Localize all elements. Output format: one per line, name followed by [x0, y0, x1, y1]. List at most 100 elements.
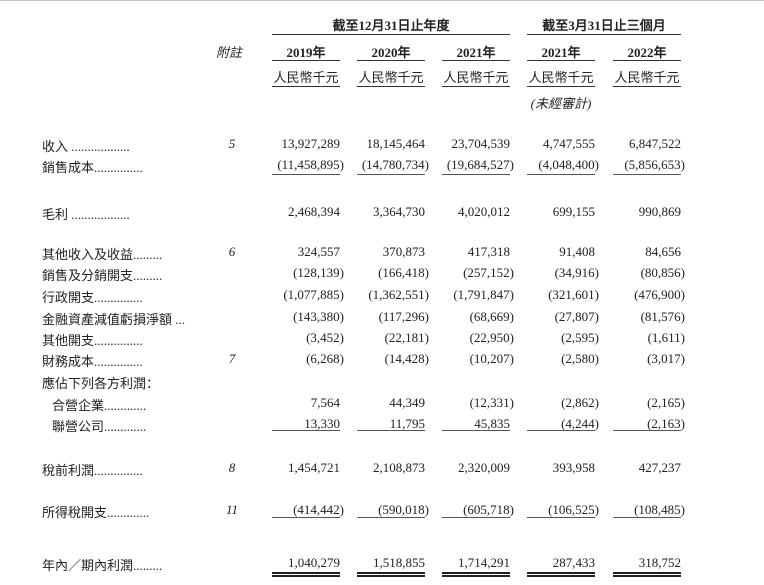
- subtotal-rule: [613, 174, 681, 175]
- note-header: 附註: [216, 45, 243, 60]
- row-value: 1,518,855: [373, 555, 425, 570]
- row-value: 1,714,291: [458, 555, 510, 570]
- divider: [272, 34, 510, 35]
- row-value: 4,747,555: [543, 136, 595, 151]
- row-value: 3,364,730: [373, 204, 425, 219]
- row-value: (2,165): [647, 395, 685, 410]
- row-label: 其他收入及收益.........: [42, 247, 163, 262]
- row-value: (590,018): [378, 502, 429, 517]
- subtotal-rule: [357, 517, 425, 518]
- row-value: (3,017): [647, 351, 685, 366]
- column-currency: 人民幣千元: [358, 70, 424, 85]
- total-double-rule: [442, 572, 510, 577]
- row-value: 417,318: [467, 244, 510, 259]
- subtotal-rule: [442, 430, 510, 431]
- row-value: 287,433: [552, 555, 595, 570]
- row-value: (1,791,847): [453, 287, 514, 302]
- row-value: (2,580): [561, 351, 599, 366]
- divider: [527, 86, 595, 87]
- row-value: 699,155: [552, 204, 595, 219]
- divider: [272, 60, 340, 61]
- group-header-quarter: 截至3月31日止三個月: [542, 18, 666, 33]
- subtotal-rule: [357, 174, 425, 175]
- total-double-rule: [272, 572, 340, 577]
- subtotal-rule: [272, 430, 340, 431]
- row-value: (14,780,734): [361, 157, 429, 172]
- row-label: 所得稅開支.............: [42, 505, 150, 520]
- divider: [527, 60, 595, 61]
- row-value: 393,958: [552, 460, 595, 475]
- row-value: 11,795: [389, 416, 425, 431]
- row-value: (22,181): [384, 330, 429, 345]
- divider: [357, 60, 425, 61]
- row-label: 毛利 ..................: [42, 207, 130, 222]
- row-value: (1,362,551): [368, 287, 429, 302]
- row-label: 收入 ..................: [42, 139, 130, 154]
- row-value: (2,862): [561, 395, 599, 410]
- row-value: (128,139): [293, 265, 344, 280]
- row-value: (12,331): [469, 395, 514, 410]
- row-value: 6,847,522: [629, 136, 681, 151]
- column-currency: 人民幣千元: [528, 70, 594, 85]
- row-value: (108,485): [634, 502, 685, 517]
- row-value: 370,873: [382, 244, 425, 259]
- row-label: 稅前利潤...............: [42, 463, 143, 478]
- row-value: 2,468,394: [288, 204, 340, 219]
- row-value: (106,525): [548, 502, 599, 517]
- subtotal-rule: [613, 517, 681, 518]
- row-value: 318,752: [638, 555, 681, 570]
- subtotal-rule: [442, 174, 510, 175]
- row-value: 13,927,289: [281, 136, 341, 151]
- row-label: 金融資產減值虧損淨額 ...: [42, 312, 186, 327]
- divider: [613, 86, 681, 87]
- row-value: (414,442): [293, 502, 344, 517]
- column-remark: (未經審計): [530, 96, 592, 111]
- row-value: (3,452): [306, 330, 344, 345]
- row-value: (257,152): [463, 265, 514, 280]
- total-double-rule: [527, 572, 595, 577]
- divider: [442, 60, 510, 61]
- column-currency: 人民幣千元: [614, 70, 680, 85]
- row-value: (5,856,653): [624, 157, 685, 172]
- row-value: 18,145,464: [366, 136, 426, 151]
- row-value: (117,296): [378, 309, 429, 324]
- column-year: 2021年: [456, 45, 496, 60]
- row-label: 其他開支...............: [42, 333, 143, 348]
- row-value: (81,576): [640, 309, 685, 324]
- row-value: (11,458,895): [277, 157, 344, 172]
- row-value: 2,108,873: [373, 460, 425, 475]
- subtotal-rule: [357, 430, 425, 431]
- row-value: (80,856): [640, 265, 685, 280]
- row-value: (6,268): [306, 351, 344, 366]
- column-year: 2020年: [371, 45, 411, 60]
- row-value: (2,595): [561, 330, 599, 345]
- row-value: 7,564: [310, 395, 340, 410]
- row-label: 銷售成本...............: [42, 160, 143, 175]
- row-value: 91,408: [559, 244, 595, 259]
- subtotal-rule: [613, 430, 681, 431]
- row-value: (166,418): [378, 265, 429, 280]
- divider: [527, 34, 681, 35]
- row-value: 23,704,539: [451, 136, 511, 151]
- total-double-rule: [357, 572, 425, 577]
- row-value: (605,718): [463, 502, 514, 517]
- subtotal-rule: [442, 517, 510, 518]
- row-label: 行政開支...............: [42, 290, 143, 305]
- row-value: 2,320,009: [458, 460, 510, 475]
- row-value: 1,040,279: [288, 555, 340, 570]
- row-value: (1,611): [647, 330, 685, 345]
- row-note: 6: [228, 244, 236, 259]
- row-value: (476,900): [634, 287, 685, 302]
- row-value: 13,330: [304, 416, 340, 431]
- row-value: (27,807): [554, 309, 599, 324]
- row-note: 5: [228, 136, 236, 151]
- row-value: 45,835: [474, 416, 510, 431]
- row-value: (1,077,885): [283, 287, 344, 302]
- row-value: (10,207): [469, 351, 514, 366]
- row-value: (2,163): [647, 416, 685, 431]
- row-note: 8: [228, 460, 236, 475]
- row-value: (321,601): [548, 287, 599, 302]
- divider: [272, 86, 340, 87]
- column-year: 2022年: [627, 45, 667, 60]
